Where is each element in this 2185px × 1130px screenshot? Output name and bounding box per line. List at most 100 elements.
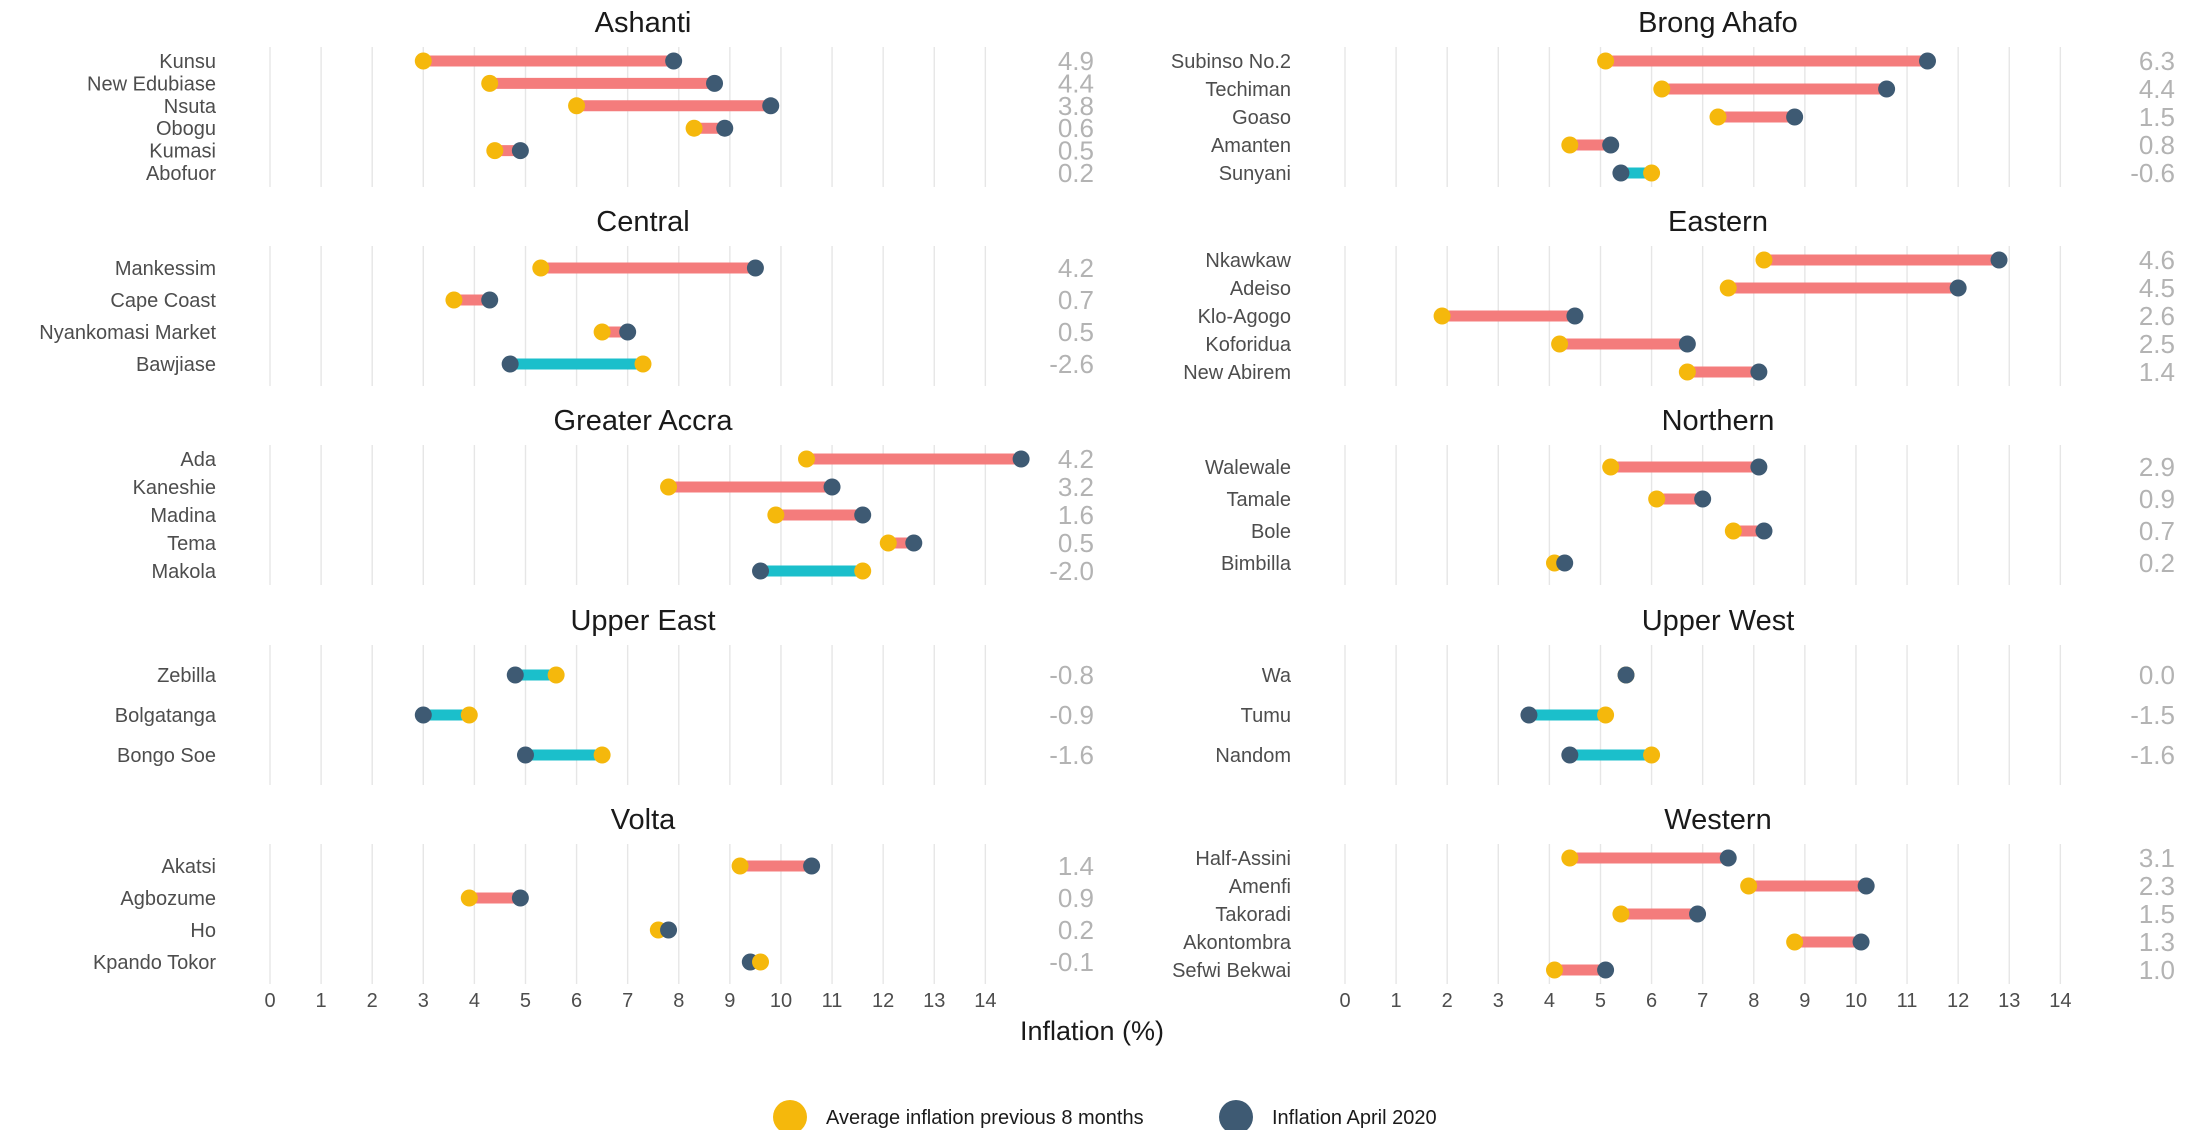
previous-avg-point	[1602, 458, 1620, 476]
category-label: Kumasi	[149, 141, 216, 163]
panel-upper-east: Upper East Zebilla -0.8 Bolgatanga -0.9 Bongo…	[115, 605, 1094, 785]
previous-avg-point	[685, 119, 703, 137]
legend: Average inflation previous 8 months Infla…	[773, 1100, 1437, 1130]
category-label: Amenfi	[1229, 876, 1291, 898]
x-axis-title: Inflation (%)	[1020, 1016, 1164, 1046]
panel-title: Central	[596, 206, 690, 238]
x-tick-label: 14	[2049, 990, 2071, 1012]
difference-label: 0.6	[1058, 113, 1094, 143]
category-label: Techiman	[1205, 79, 1291, 101]
x-tick-label: 11	[1897, 990, 1918, 1012]
april-point	[501, 355, 519, 373]
row-makola: Makola -2.0	[152, 556, 1094, 586]
april-point	[1556, 554, 1574, 572]
difference-label: 0.5	[1058, 528, 1094, 558]
difference-label: 0.9	[2139, 484, 2175, 514]
previous-avg-point	[1648, 490, 1666, 508]
difference-label: 1.6	[1058, 500, 1094, 530]
x-tick-label: 3	[1493, 990, 1504, 1012]
panel-upper-west: Upper West Wa 0.0 Tumu -1.5 Nandom -1.6	[1215, 605, 2175, 785]
row-new-edubiase: New Edubiase 4.4	[87, 68, 1094, 98]
april-point	[823, 478, 841, 496]
category-label: Sunyani	[1219, 163, 1291, 185]
previous-avg-point	[767, 506, 785, 524]
april-point	[511, 889, 529, 907]
previous-avg-point	[1709, 108, 1727, 126]
previous-avg-point	[1545, 961, 1563, 979]
difference-label: 3.2	[1058, 472, 1094, 502]
difference-label: -0.9	[1049, 700, 1094, 730]
april-point	[660, 921, 678, 939]
april-point	[746, 259, 764, 277]
april-point	[1561, 746, 1579, 764]
category-label: Wa	[1262, 665, 1292, 687]
previous-avg-point	[660, 478, 678, 496]
x-tick-label: 12	[1947, 990, 1969, 1012]
difference-label: -1.5	[2130, 700, 2175, 730]
april-point	[1012, 450, 1030, 468]
row-zebilla: Zebilla -0.8	[157, 660, 1094, 690]
april-point	[1719, 849, 1737, 867]
previous-avg-point	[547, 666, 565, 684]
row-subinso-no-2: Subinso No.2 6.3	[1171, 46, 2175, 76]
panel-title: Eastern	[1668, 206, 1768, 238]
category-label: Half-Assini	[1195, 848, 1291, 870]
category-label: Makola	[152, 561, 217, 583]
difference-label: 0.0	[2139, 660, 2175, 690]
category-label: Kunsu	[159, 51, 216, 73]
difference-label: 0.5	[1058, 136, 1094, 166]
x-tick-label: 8	[1748, 990, 1759, 1012]
row-tamale: Tamale 0.9	[1227, 484, 2175, 514]
category-label: Tamale	[1227, 489, 1291, 511]
row-goaso: Goaso 1.5	[1232, 102, 2175, 132]
category-label: Nsuta	[164, 96, 217, 118]
april-point	[1949, 279, 1967, 297]
april-point	[481, 291, 499, 309]
legend-label: Inflation April 2020	[1272, 1107, 1437, 1129]
x-tick-label: 4	[1544, 990, 1555, 1012]
difference-label: -2.6	[1049, 349, 1094, 379]
april-point	[1786, 108, 1804, 126]
previous-avg-point	[1724, 522, 1742, 540]
category-label: Nkawkaw	[1205, 250, 1291, 272]
panel-title: Western	[1664, 804, 1771, 836]
difference-label: 0.2	[1058, 915, 1094, 945]
previous-avg-point	[460, 706, 478, 724]
april-point	[1617, 666, 1635, 684]
x-tick-label: 10	[1845, 990, 1867, 1012]
row-tema: Tema 0.5	[167, 528, 1094, 558]
row-takoradi: Takoradi 1.5	[1215, 899, 2175, 929]
previous-avg-point	[1643, 164, 1661, 182]
previous-avg-point	[1678, 363, 1696, 381]
row-nsuta: Nsuta 3.8	[164, 91, 1094, 121]
row-abofuor: Abofuor 0.2	[146, 158, 1094, 188]
row-agbozume: Agbozume 0.9	[120, 883, 1094, 913]
x-tick-label: 1	[316, 990, 327, 1012]
previous-avg-point	[593, 746, 611, 764]
difference-label: 0.7	[2139, 516, 2175, 546]
panel-title: Upper East	[570, 605, 715, 637]
panel-title: Brong Ahafo	[1638, 7, 1798, 39]
difference-label: 1.0	[2139, 955, 2175, 985]
panel-title: Volta	[611, 804, 676, 836]
panel-title: Ashanti	[595, 7, 692, 39]
panel-title: Upper West	[1642, 605, 1795, 637]
category-label: Akontombra	[1183, 932, 1292, 954]
x-tick-label: 5	[1595, 990, 1606, 1012]
previous-avg-point	[1597, 52, 1615, 70]
previous-avg-point	[731, 857, 749, 875]
difference-label: 4.2	[1058, 253, 1094, 283]
legend-swatch	[773, 1100, 807, 1130]
x-axes-layer: 0 1 2 3 4 5 6 7 8 9 10 11 12 13 14 0 1 2 3 4 5 6 7 8 9 10 11 12 13 14	[264, 990, 2071, 1012]
x-tick-label: 2	[1442, 990, 1453, 1012]
x-tick-label: 8	[673, 990, 684, 1012]
previous-avg-point	[481, 74, 499, 92]
april-point	[619, 323, 637, 341]
difference-label: 3.1	[2139, 843, 2175, 873]
difference-label: 4.4	[1058, 68, 1094, 98]
category-label: Bimbilla	[1221, 553, 1292, 575]
row-bimbilla: Bimbilla 0.2	[1221, 548, 2175, 578]
